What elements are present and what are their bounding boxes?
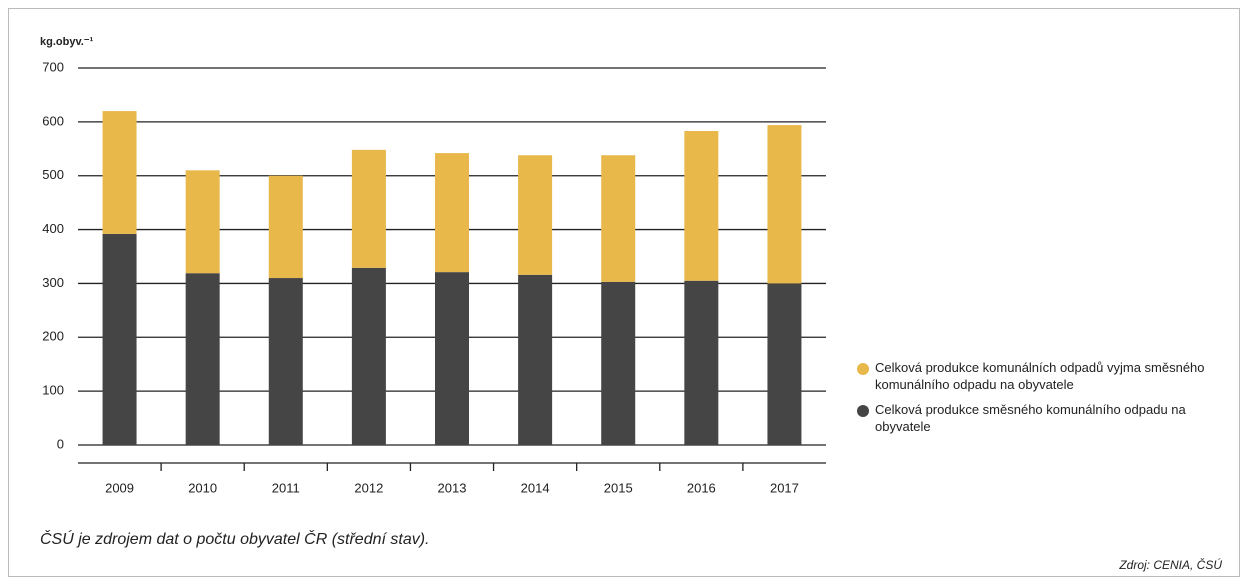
bar-segment xyxy=(601,281,636,445)
bar-segment xyxy=(435,153,469,273)
x-tick-label: 2016 xyxy=(687,480,716,495)
frame xyxy=(8,8,1240,577)
bar-segment xyxy=(767,283,802,445)
bar-segment xyxy=(102,233,137,445)
x-tick-label: 2010 xyxy=(188,480,217,495)
bar-segment xyxy=(601,155,636,282)
legend-label: Celková produkce směsného komunálního od… xyxy=(875,402,1187,434)
y-tick-label: 400 xyxy=(42,221,64,236)
y-tick-label: 500 xyxy=(42,167,64,182)
x-tick-label: 2015 xyxy=(604,480,633,495)
y-axis-label: kg.obyv.⁻¹ xyxy=(40,36,94,48)
x-tick-label: 2009 xyxy=(105,480,134,495)
bar-segment xyxy=(351,267,386,445)
bar-segment xyxy=(767,125,802,284)
x-tick-label: 2014 xyxy=(521,480,550,495)
x-tick-label: 2012 xyxy=(354,480,383,495)
legend-item: Celková produkce komunálních odpadů vyjm… xyxy=(857,360,1205,392)
note: ČSÚ je zdrojem dat o počtu obyvatel ČR (… xyxy=(40,529,430,548)
y-tick-label: 700 xyxy=(42,59,64,74)
x-tick-label: 2013 xyxy=(438,480,467,495)
source: Zdroj: CENIA, ČSÚ xyxy=(1118,557,1222,572)
bar-segment xyxy=(185,273,220,445)
x-tick-label: 2017 xyxy=(770,480,799,495)
bar-segment xyxy=(185,170,220,274)
bar-segment xyxy=(102,111,137,234)
bar-segment xyxy=(435,272,469,445)
bar-segment xyxy=(268,278,303,445)
x-tick-label: 2011 xyxy=(272,480,300,495)
bar-segment xyxy=(268,175,303,279)
y-tick-label: 300 xyxy=(42,275,64,290)
bar-segment xyxy=(351,149,386,268)
bar-segment xyxy=(684,280,719,445)
legend-swatch xyxy=(857,363,869,375)
bar-segment xyxy=(684,131,719,281)
y-tick-label: 0 xyxy=(57,436,64,451)
legend-swatch xyxy=(857,405,869,417)
legend-item: Celková produkce směsného komunálního od… xyxy=(857,402,1187,434)
bar-segment xyxy=(518,155,553,275)
y-tick-label: 100 xyxy=(42,383,64,398)
legend-label: Celková produkce komunálních odpadů vyjm… xyxy=(875,360,1205,392)
y-tick-label: 600 xyxy=(42,113,64,128)
y-tick-label: 200 xyxy=(42,329,64,344)
bar-segment xyxy=(518,274,553,445)
